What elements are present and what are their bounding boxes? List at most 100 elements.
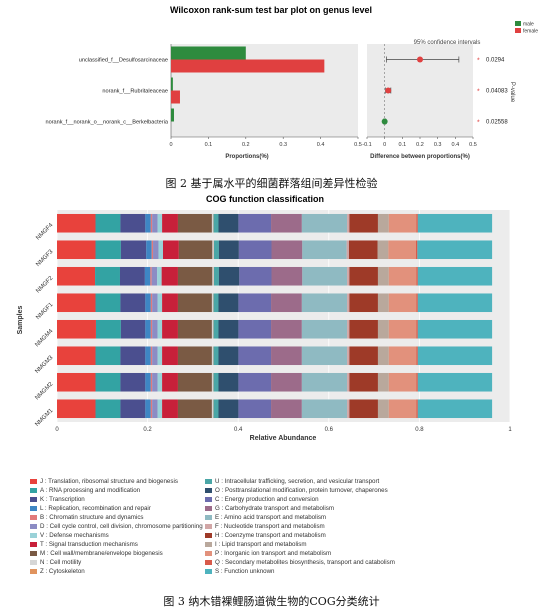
legend-item-P: P : Inorganic ion transport and metaboli… [205,549,331,558]
cog-segment-A [95,346,121,366]
cog-segment-C [239,266,272,286]
cog-segment-P [388,372,417,392]
legend-label: O : Posttranslational modification, prot… [215,487,388,494]
cog-segment-N [212,240,214,260]
legend-label: L : Replication, recombination and repai… [40,505,151,512]
legend-swatch [205,532,212,538]
cog-segment-D [152,372,158,392]
cog-segment-G [271,293,302,313]
legend-swatch [205,550,212,556]
cog-segment-V [157,293,163,313]
cog-segment-J [57,266,96,286]
bar-male [171,77,173,91]
cog-segment-V [157,346,163,366]
cog-segment-I [377,213,389,233]
legend-label: B : Chromatin structure and dynamics [40,514,144,521]
cog-segment-N [211,293,214,313]
legend-label: Q : Secondary metabolites biosynthesis, … [215,559,395,566]
cog-segment-S [417,293,493,313]
legend-item-S: S : Function unknown [205,567,275,576]
cog-segment-Q [416,372,418,392]
fig1-right-xlabel: Difference between proportions(%) [370,154,470,160]
p-value: 0.02558 [486,120,508,126]
cog-segment-C [238,319,272,339]
cog-segment-A [95,266,120,286]
legend-item-L: L : Replication, recombination and repai… [30,504,151,513]
cog-segment-I [377,293,389,313]
legend-label: D : Cell cycle control, cell division, c… [40,523,203,530]
cog-segment-S [417,213,493,233]
legend-item-M: M : Cell wall/membrane/envelope biogenes… [30,549,163,558]
cog-segment-D [151,266,158,286]
sample-label: NMGF2 [35,275,55,295]
cog-segment-O [218,293,239,313]
cog-segment-M [177,293,212,313]
bar-female [171,90,180,104]
cog-segment-A [95,372,121,392]
difference-tick-label: 0.1 [399,142,407,148]
cog-segment-N [211,399,214,419]
legend-item-D: D : Cell cycle control, cell division, c… [30,522,203,531]
legend-item-N: N : Cell motility [30,558,81,567]
cog-segment-T [162,346,178,366]
difference-tick-label: 0.4 [452,142,460,148]
legend-item-T: T : Signal transduction mechanisms [30,540,138,549]
cog-segment-T [162,293,178,313]
cog-segment-U [213,372,219,392]
cog-segment-V [157,213,163,233]
cog-segment-K [120,240,147,260]
cog-segment-N [212,266,214,286]
legend-item-O: O : Posttranslational modification, prot… [205,486,388,495]
cog-segment-B [150,372,153,392]
cog-segment-S [417,266,493,286]
legend-swatch [30,478,37,484]
cog-segment-A [95,240,121,260]
legend-item-A: A : RNA processing and modification [30,486,140,495]
legend-swatch [30,541,37,547]
proportions-tick-label: 0.2 [242,142,250,148]
legend-label: I : Lipid transport and metabolism [215,541,307,548]
proportions-panel: unclassified_f__Desulfosarcinaceaenorank… [45,44,362,148]
sample-label: NMGM2 [34,381,55,402]
p-value: 0.04083 [486,89,508,95]
sample-label: NMGM1 [34,407,55,428]
proportions-tick-label: 0.4 [317,142,325,148]
cog-segment-U [213,293,219,313]
cog-segment-E [301,399,348,419]
cog-segment-E [301,372,348,392]
cog-segment-H [349,319,378,339]
cog-segment-J [57,293,96,313]
cog-segment-A [95,319,121,339]
category-label: unclassified_f__Desulfosarcinaceae [79,58,168,64]
legend-swatch [205,478,212,484]
cog-segment-H [349,213,378,233]
cog-tick-label: 0.2 [143,427,152,433]
cog-segment-G [271,346,302,366]
cog-segment-G [271,372,302,392]
cog-segment-H [349,399,378,419]
cog-segment-V [157,266,162,286]
legend-swatch [30,532,37,538]
cog-segment-P [388,266,417,286]
cog-segment-P [388,240,417,260]
cog-segment-C [238,293,272,313]
cog-segment-I [377,240,389,260]
legend-item-U: U : Intracellular trafficking, secretion… [205,477,379,486]
difference-point [417,56,423,63]
cog-segment-U [213,319,219,339]
legend-item-B: B : Chromatin structure and dynamics [30,513,144,522]
cog-segment-B [150,399,153,419]
cog-segment-U [213,240,219,260]
cog-segment-H [349,346,378,366]
legend-swatch [205,523,212,529]
cog-segment-I [377,266,389,286]
legend-label: G : Carbohydrate transport and metabolis… [215,505,334,512]
cog-tick-label: 0.6 [325,427,334,433]
significance-mark: * [477,120,480,127]
cog-segment-M [177,319,212,339]
cog-segment-E [301,213,348,233]
cog-segment-G [271,266,303,286]
cog-segment-O [218,240,239,260]
cog-segment-J [57,346,96,366]
legend-label: U : Intracellular trafficking, secretion… [215,478,380,485]
